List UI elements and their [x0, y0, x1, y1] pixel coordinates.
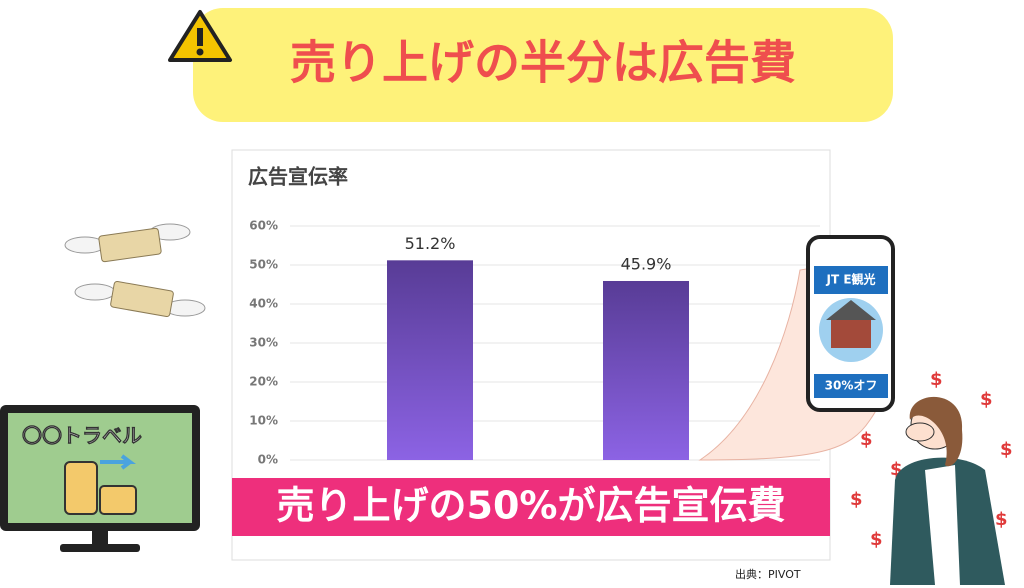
phone-offer: 30%オフ [825, 379, 878, 393]
svg-text:$: $ [860, 429, 873, 450]
value-label: 45.9% [621, 254, 672, 273]
svg-text:$: $ [995, 509, 1008, 530]
y-tick-label: 0% [258, 453, 278, 467]
svg-text:$: $ [870, 529, 883, 550]
phone [806, 235, 895, 412]
svg-text:$: $ [850, 489, 863, 510]
y-tick-label: 10% [249, 414, 278, 428]
banner [232, 478, 830, 536]
bar [603, 280, 689, 460]
tv-icon [0, 405, 200, 552]
banner-text: 売り上げの50%が広告宣伝費 [277, 484, 786, 528]
y-tick-label: 20% [249, 375, 278, 389]
headline-box [193, 8, 893, 122]
chart-title: 広告宣伝率 [248, 165, 348, 189]
money-icon [64, 223, 206, 318]
y-tick-label: 30% [249, 336, 278, 350]
svg-text:$: $ [980, 389, 993, 410]
source: 出典：PIVOT [735, 567, 801, 581]
phone-brand: JT E観光 [825, 272, 875, 287]
person-illustration: $$$ $$$ $$ [850, 369, 1013, 585]
tv-label: 〇〇トラベル [22, 424, 142, 448]
warning-icon [168, 10, 232, 62]
y-tick-label: 50% [249, 258, 278, 272]
y-tick-label: 40% [249, 297, 278, 311]
y-tick-label: 60% [249, 219, 278, 233]
value-label: 51.2% [405, 234, 456, 253]
bar [387, 260, 473, 460]
headline-title: 売り上げの半分は広告費 [290, 36, 796, 90]
svg-text:$: $ [930, 369, 943, 390]
svg-text:$: $ [1000, 439, 1013, 460]
